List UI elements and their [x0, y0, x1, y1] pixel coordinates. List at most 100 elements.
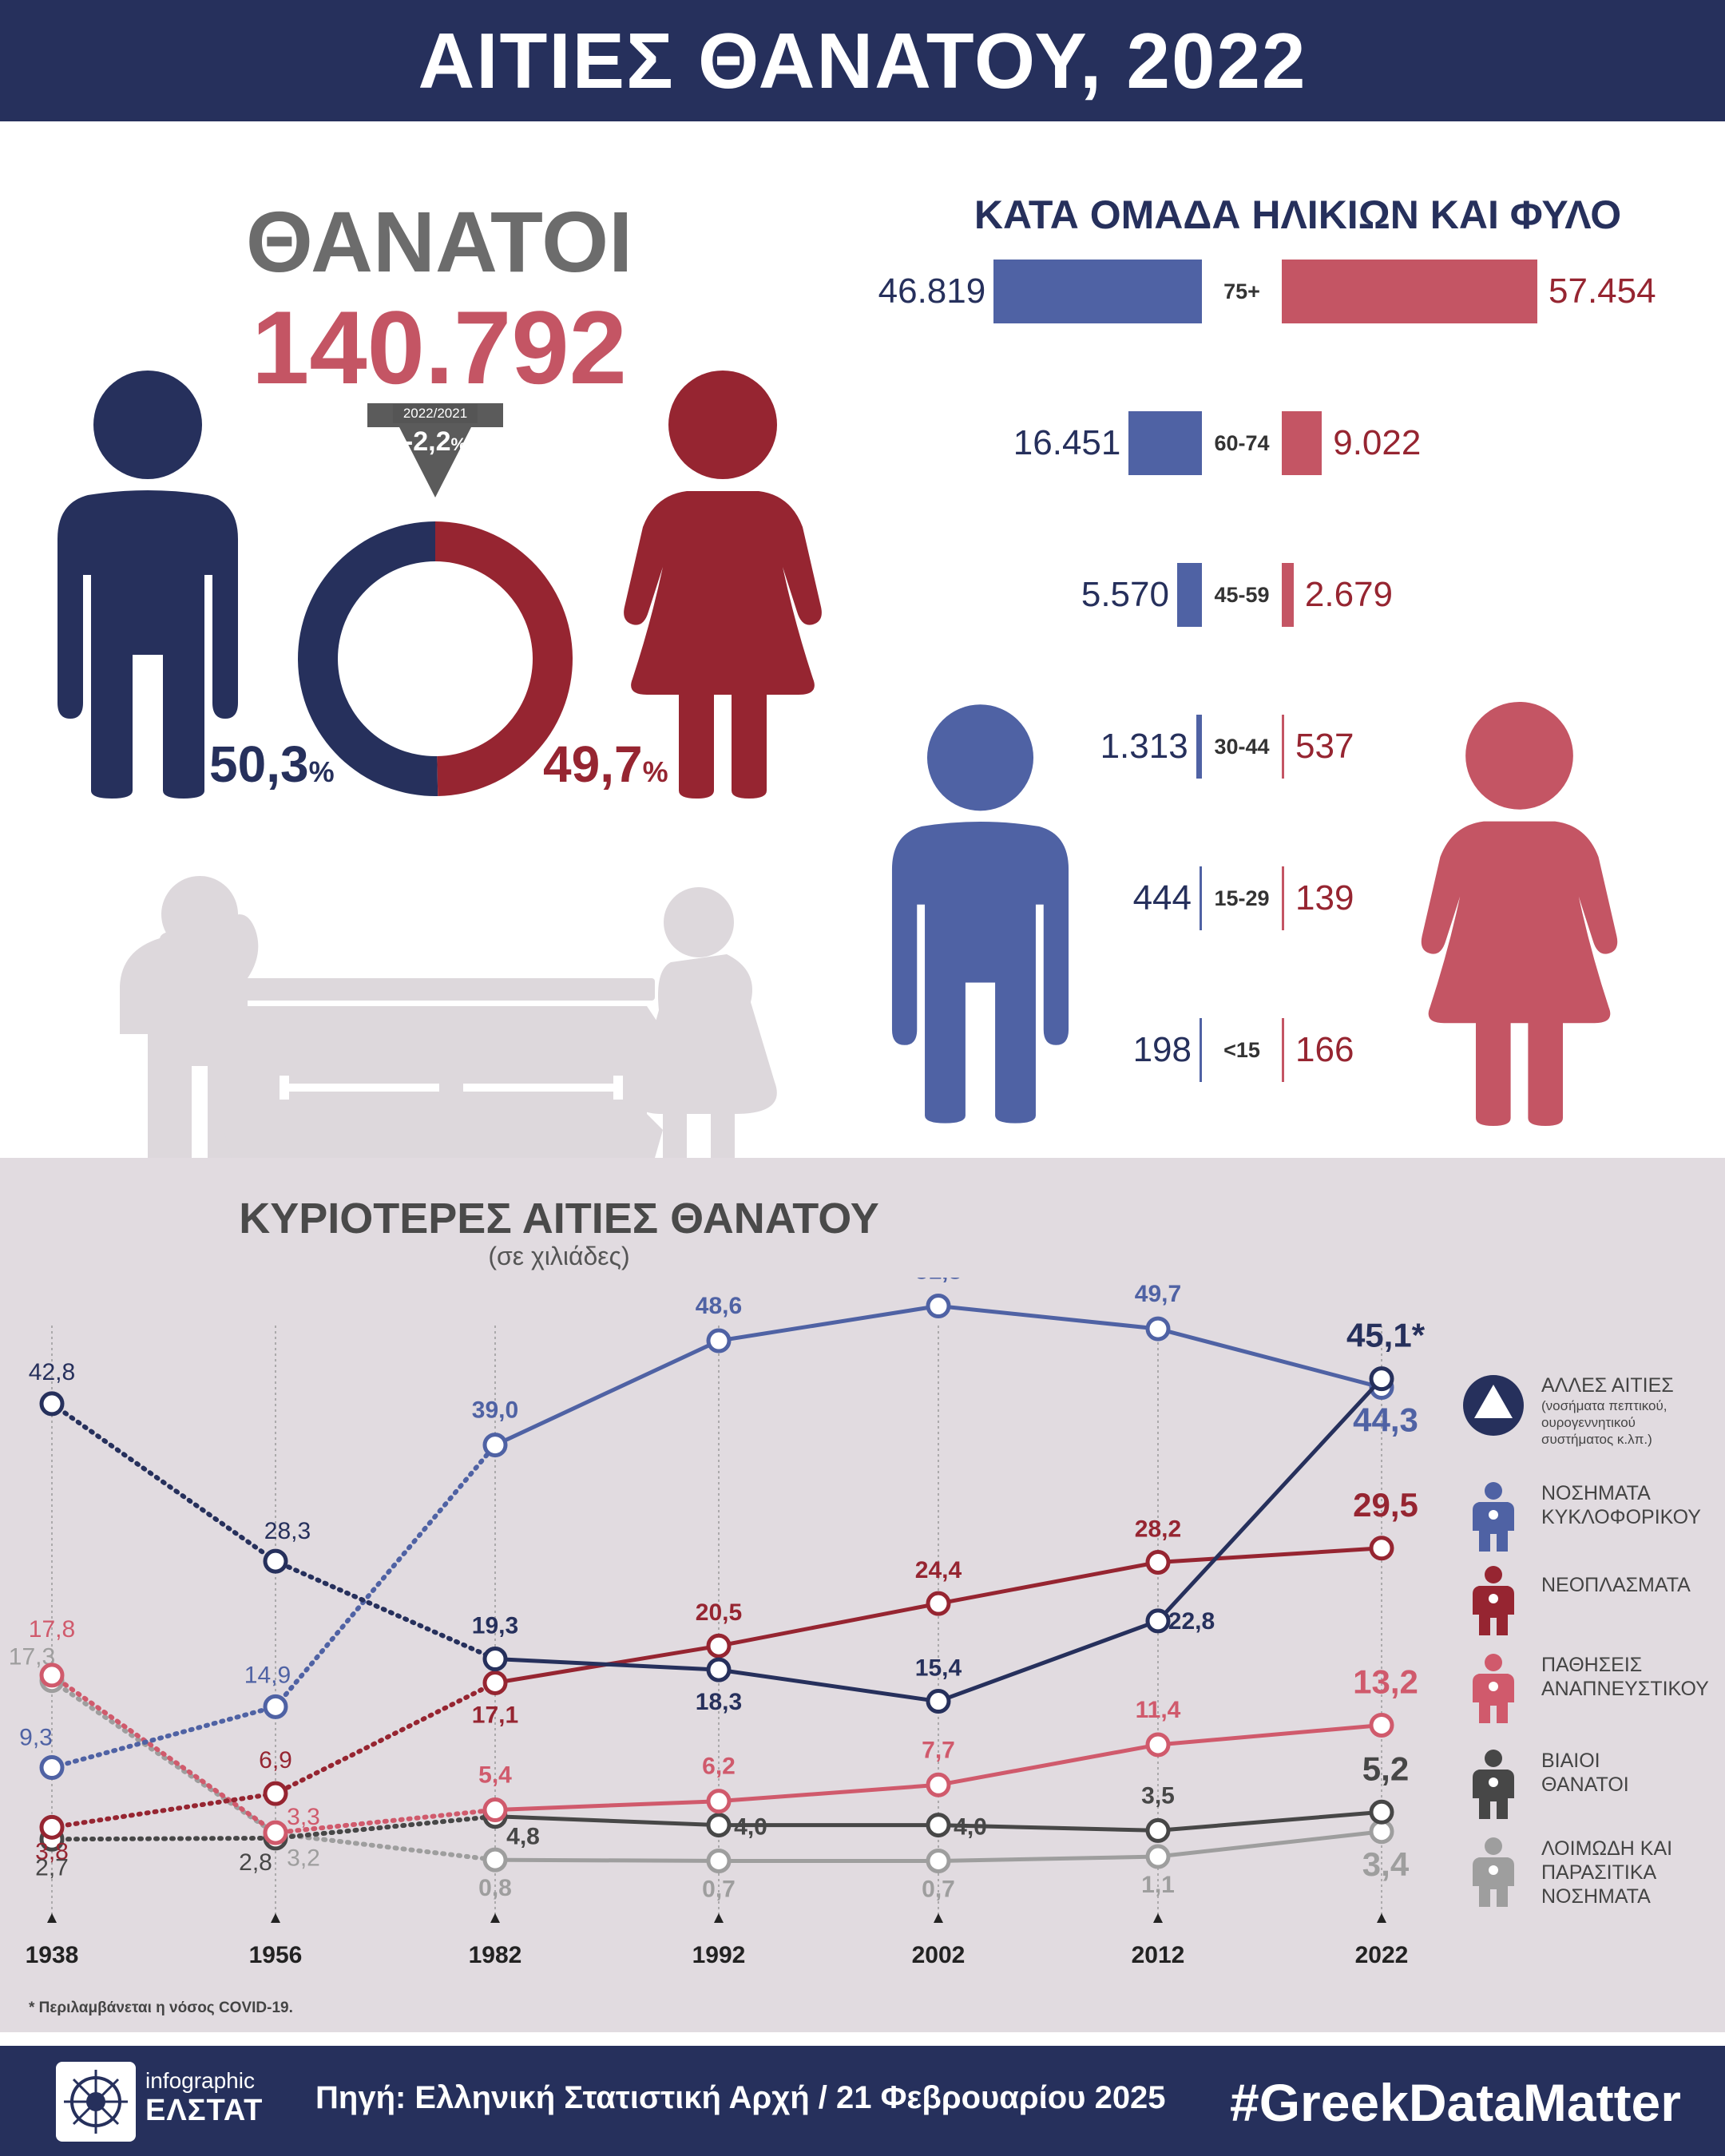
data-label: 49,7 — [1135, 1281, 1181, 1307]
age-value-female: 166 — [1295, 1030, 1354, 1069]
data-point — [926, 1591, 951, 1616]
data-label: 20,5 — [696, 1599, 742, 1626]
deaths-total: 140.792 — [252, 289, 627, 406]
data-point — [482, 1647, 508, 1672]
legend-label-line: ΑΝΑΠΝΕΥΣΤΙΚΟΥ — [1541, 1678, 1709, 1700]
footer-hashtag: #GreekDataMatter — [1230, 2073, 1681, 2132]
data-label: 19,3 — [472, 1613, 518, 1639]
virus-person-icon — [1461, 1837, 1525, 1908]
data-point — [926, 1813, 951, 1838]
male-age-figure-icon — [891, 704, 1069, 1124]
legend-label-line: (νοσήματα πεπτικού, — [1541, 1398, 1668, 1413]
year-tick — [1153, 1913, 1163, 1923]
donut-segment-male — [298, 521, 438, 796]
footer-source: Πηγή: Ελληνική Στατιστική Αρχή / 21 Φεβρ… — [315, 2080, 1166, 2115]
legend-label-line: ΝΕΟΠΛΑΣΜΑΤΑ — [1541, 1574, 1691, 1596]
data-point — [39, 1814, 65, 1840]
data-label: 39,0 — [472, 1397, 518, 1424]
page-title: ΑΙΤΙΕΣ ΘΑΝΑΤΟΥ, 2022 — [418, 17, 1307, 105]
data-label: 13,2 — [1353, 1663, 1418, 1700]
data-point — [482, 1847, 508, 1873]
data-label: 4,0 — [734, 1814, 767, 1841]
male-figure-icon — [58, 371, 238, 799]
age-value-male: 5.570 — [1081, 575, 1169, 614]
age-value-male: 1.313 — [1100, 727, 1188, 766]
legend-label: ΝΟΣΗΜΑΤΑ ΚΥΚΛΟΦΟΡΙΚΟΥ — [1541, 1481, 1717, 1529]
data-point — [706, 1813, 732, 1838]
age-bar-female — [1282, 563, 1294, 627]
legend-label-line: ΠΑΡΑΣΙΤΙΚΑ — [1541, 1861, 1657, 1884]
chart-subtitle: (σε χιλιάδες) — [488, 1242, 630, 1270]
age-bar-male — [1176, 563, 1202, 627]
age-value-female: 9.022 — [1333, 423, 1422, 462]
data-label: 4,8 — [506, 1824, 540, 1850]
data-label: 3,3 — [287, 1804, 320, 1830]
year-tick — [47, 1913, 57, 1923]
data-label: 5,4 — [478, 1762, 512, 1789]
data-label: 6,2 — [702, 1754, 736, 1780]
data-point — [263, 1694, 288, 1719]
age-value-female: 537 — [1295, 727, 1354, 766]
year-label: 1956 — [249, 1942, 303, 1968]
data-label: 29,5 — [1353, 1486, 1418, 1524]
data-label: 4,0 — [954, 1814, 987, 1841]
data-label: 7,7 — [922, 1737, 955, 1763]
age-bar-female — [1282, 1018, 1284, 1082]
data-label: 15,4 — [915, 1655, 962, 1682]
data-point — [482, 1670, 508, 1695]
age-groups-title: ΚΑΤΑ ΟΜΑΔΑ ΗΛΙΚΙΩΝ ΚΑΙ ΦΥΛΟ — [974, 192, 1622, 237]
female-age-figure-icon — [1421, 701, 1618, 1126]
data-point — [1145, 1316, 1171, 1342]
data-point — [926, 1294, 951, 1319]
data-label: 28,3 — [264, 1518, 311, 1544]
year-tick — [490, 1913, 500, 1923]
data-point — [706, 1657, 732, 1682]
age-group-label: 75+ — [1223, 279, 1260, 303]
footer-bar — [0, 2046, 1725, 2156]
age-bar-male — [993, 260, 1202, 323]
data-label: 18,3 — [696, 1689, 742, 1715]
data-point — [263, 1820, 288, 1845]
data-label: 2,8 — [239, 1849, 272, 1876]
data-point — [926, 1848, 951, 1873]
female-figure-icon — [624, 371, 822, 799]
age-value-male: 198 — [1132, 1030, 1192, 1069]
year-label: 1938 — [26, 1942, 79, 1968]
heart-person-icon — [1461, 1481, 1525, 1553]
mourners-coffin-illustration — [120, 876, 777, 1158]
data-label: 17,1 — [472, 1702, 518, 1728]
data-point — [1369, 1366, 1394, 1392]
legend-label-line: ΠΑΘΗΣΕΙΣ — [1541, 1654, 1643, 1676]
data-label: 2,7 — [35, 1854, 69, 1881]
data-point — [263, 1548, 288, 1574]
data-point — [926, 1689, 951, 1714]
age-bar-female — [1282, 715, 1284, 779]
year-label: 2022 — [1355, 1942, 1409, 1968]
data-point — [263, 1781, 288, 1806]
lungs-person-icon — [1461, 1653, 1525, 1725]
gender-donut-chart — [298, 521, 573, 796]
data-point — [1145, 1844, 1171, 1869]
causes-section — [0, 1158, 1725, 2032]
legend-label: ΒΙΑΙΟΙ ΘΑΝΑΤΟΙ — [1541, 1749, 1717, 1797]
data-label: 3,2 — [287, 1845, 320, 1871]
data-point — [39, 1391, 65, 1417]
age-group-label: 15-29 — [1214, 886, 1270, 910]
age-group-label: <15 — [1223, 1038, 1260, 1062]
data-point — [39, 1663, 65, 1688]
data-label: 51,8 — [915, 1278, 962, 1285]
year-label: 1982 — [469, 1942, 522, 1968]
legend-label-line: συστήματος κ.λπ.) — [1541, 1432, 1652, 1447]
data-label: 24,4 — [915, 1557, 962, 1583]
data-label: 5,2 — [1362, 1750, 1409, 1787]
elstat-logo-icon — [56, 2062, 136, 2142]
fallen-person-icon — [1461, 1749, 1525, 1821]
donut-segment-female — [435, 521, 573, 796]
legend-label-line: ΘΑΝΑΤΟΙ — [1541, 1774, 1629, 1796]
age-bar-female — [1282, 411, 1322, 475]
age-value-female: 57.454 — [1549, 271, 1656, 311]
ribbon-person-icon — [1461, 1565, 1525, 1637]
legend-label-line: ΛΟΙΜΩΔΗ ΚΑΙ — [1541, 1837, 1673, 1860]
data-label: 3,4 — [1362, 1845, 1410, 1883]
footer-brand-line2: ΕΛΣΤΑΤ — [145, 2094, 264, 2127]
